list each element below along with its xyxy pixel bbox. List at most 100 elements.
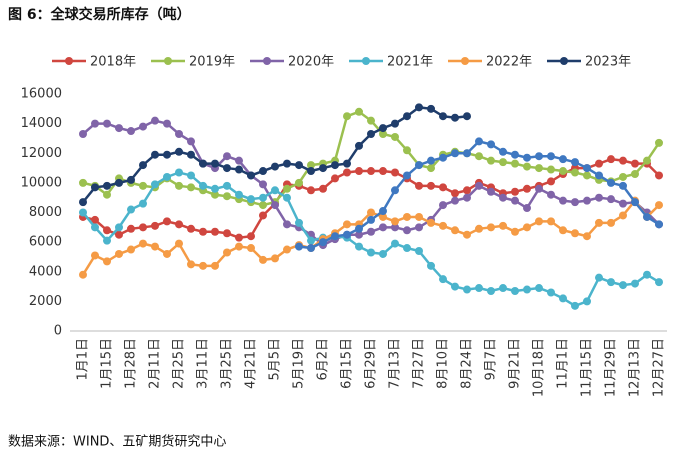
legend-marker: [164, 57, 172, 65]
data-point: [487, 156, 495, 165]
x-tick-label: 6月2日: [316, 338, 331, 381]
data-point: [355, 141, 363, 150]
data-point: [355, 224, 363, 233]
data-point: [91, 251, 99, 260]
x-tick-label: 11月15日: [580, 338, 595, 397]
series-line: [82, 119, 660, 247]
x-tick-label: 11月1日: [556, 338, 571, 389]
y-tick-label: 10000: [21, 175, 62, 190]
data-point: [451, 282, 459, 291]
data-point: [583, 164, 591, 173]
data-point: [523, 223, 531, 232]
data-point: [619, 199, 627, 208]
data-point: [163, 217, 171, 226]
y-tick-label: 8000: [29, 205, 62, 220]
data-point: [187, 260, 195, 269]
data-point: [595, 218, 603, 227]
data-point: [463, 193, 471, 202]
data-point: [283, 159, 291, 168]
data-point: [499, 193, 507, 202]
data-point: [463, 230, 471, 239]
data-point: [583, 171, 591, 180]
data-point: [379, 223, 387, 232]
data-point: [283, 220, 291, 229]
data-point: [331, 161, 339, 170]
data-point: [127, 245, 135, 254]
data-point: [343, 220, 351, 229]
data-point: [499, 158, 507, 167]
data-point: [427, 261, 435, 270]
x-tick-label: 7月13日: [388, 338, 403, 389]
x-tick-label: 2月11日: [148, 338, 163, 389]
data-point: [631, 159, 639, 168]
data-point: [211, 261, 219, 270]
x-tick-label: 5月19日: [292, 338, 307, 389]
data-point: [391, 132, 399, 141]
data-point: [619, 172, 627, 181]
data-point: [79, 270, 87, 279]
data-point: [235, 233, 243, 242]
data-point: [175, 239, 183, 248]
data-point: [511, 227, 519, 236]
data-point: [475, 152, 483, 161]
data-point: [439, 221, 447, 230]
data-point: [187, 137, 195, 146]
legend-label: 2019年: [189, 55, 235, 70]
data-point: [499, 147, 507, 156]
data-point: [475, 137, 483, 146]
x-tick-label: 3月11日: [196, 338, 211, 389]
data-point: [391, 186, 399, 195]
data-point: [139, 181, 147, 190]
data-point: [115, 223, 123, 232]
x-tick-label: 1月15日: [100, 338, 115, 389]
data-point: [163, 172, 171, 181]
data-point: [127, 127, 135, 136]
x-tick-label: 5月5日: [268, 338, 283, 381]
data-point: [655, 278, 663, 287]
data-point: [115, 249, 123, 258]
data-point: [343, 168, 351, 177]
data-point: [451, 189, 459, 198]
data-point: [187, 224, 195, 233]
data-point: [307, 167, 315, 176]
data-point: [487, 287, 495, 296]
data-point: [583, 297, 591, 306]
data-point: [175, 181, 183, 190]
data-point: [595, 171, 603, 180]
data-point: [427, 164, 435, 173]
data-point: [391, 223, 399, 232]
data-point: [271, 186, 279, 195]
data-point: [211, 184, 219, 193]
data-point: [355, 230, 363, 239]
x-tick-label: 10月18日: [532, 338, 547, 397]
data-point: [547, 288, 555, 297]
data-point: [595, 273, 603, 282]
data-point: [415, 103, 423, 112]
data-point: [451, 149, 459, 158]
data-point: [187, 150, 195, 159]
data-point: [427, 181, 435, 190]
data-point: [223, 152, 231, 161]
data-point: [79, 198, 87, 207]
data-point: [235, 156, 243, 165]
x-tick-label: 12月13日: [628, 338, 643, 397]
data-point: [463, 112, 471, 121]
data-point: [367, 215, 375, 224]
series-line: [82, 171, 660, 308]
data-point: [379, 212, 387, 221]
data-point: [439, 183, 447, 192]
data-point: [403, 226, 411, 235]
data-point: [439, 112, 447, 121]
data-point: [199, 159, 207, 168]
data-point: [427, 156, 435, 165]
data-point: [199, 227, 207, 236]
data-point: [259, 201, 267, 210]
data-point: [439, 153, 447, 162]
data-point: [271, 201, 279, 210]
data-point: [355, 107, 363, 116]
legend-item: 2019年: [151, 55, 235, 70]
legend-marker: [362, 57, 370, 65]
data-point: [127, 224, 135, 233]
data-point: [499, 221, 507, 230]
data-point: [547, 165, 555, 174]
